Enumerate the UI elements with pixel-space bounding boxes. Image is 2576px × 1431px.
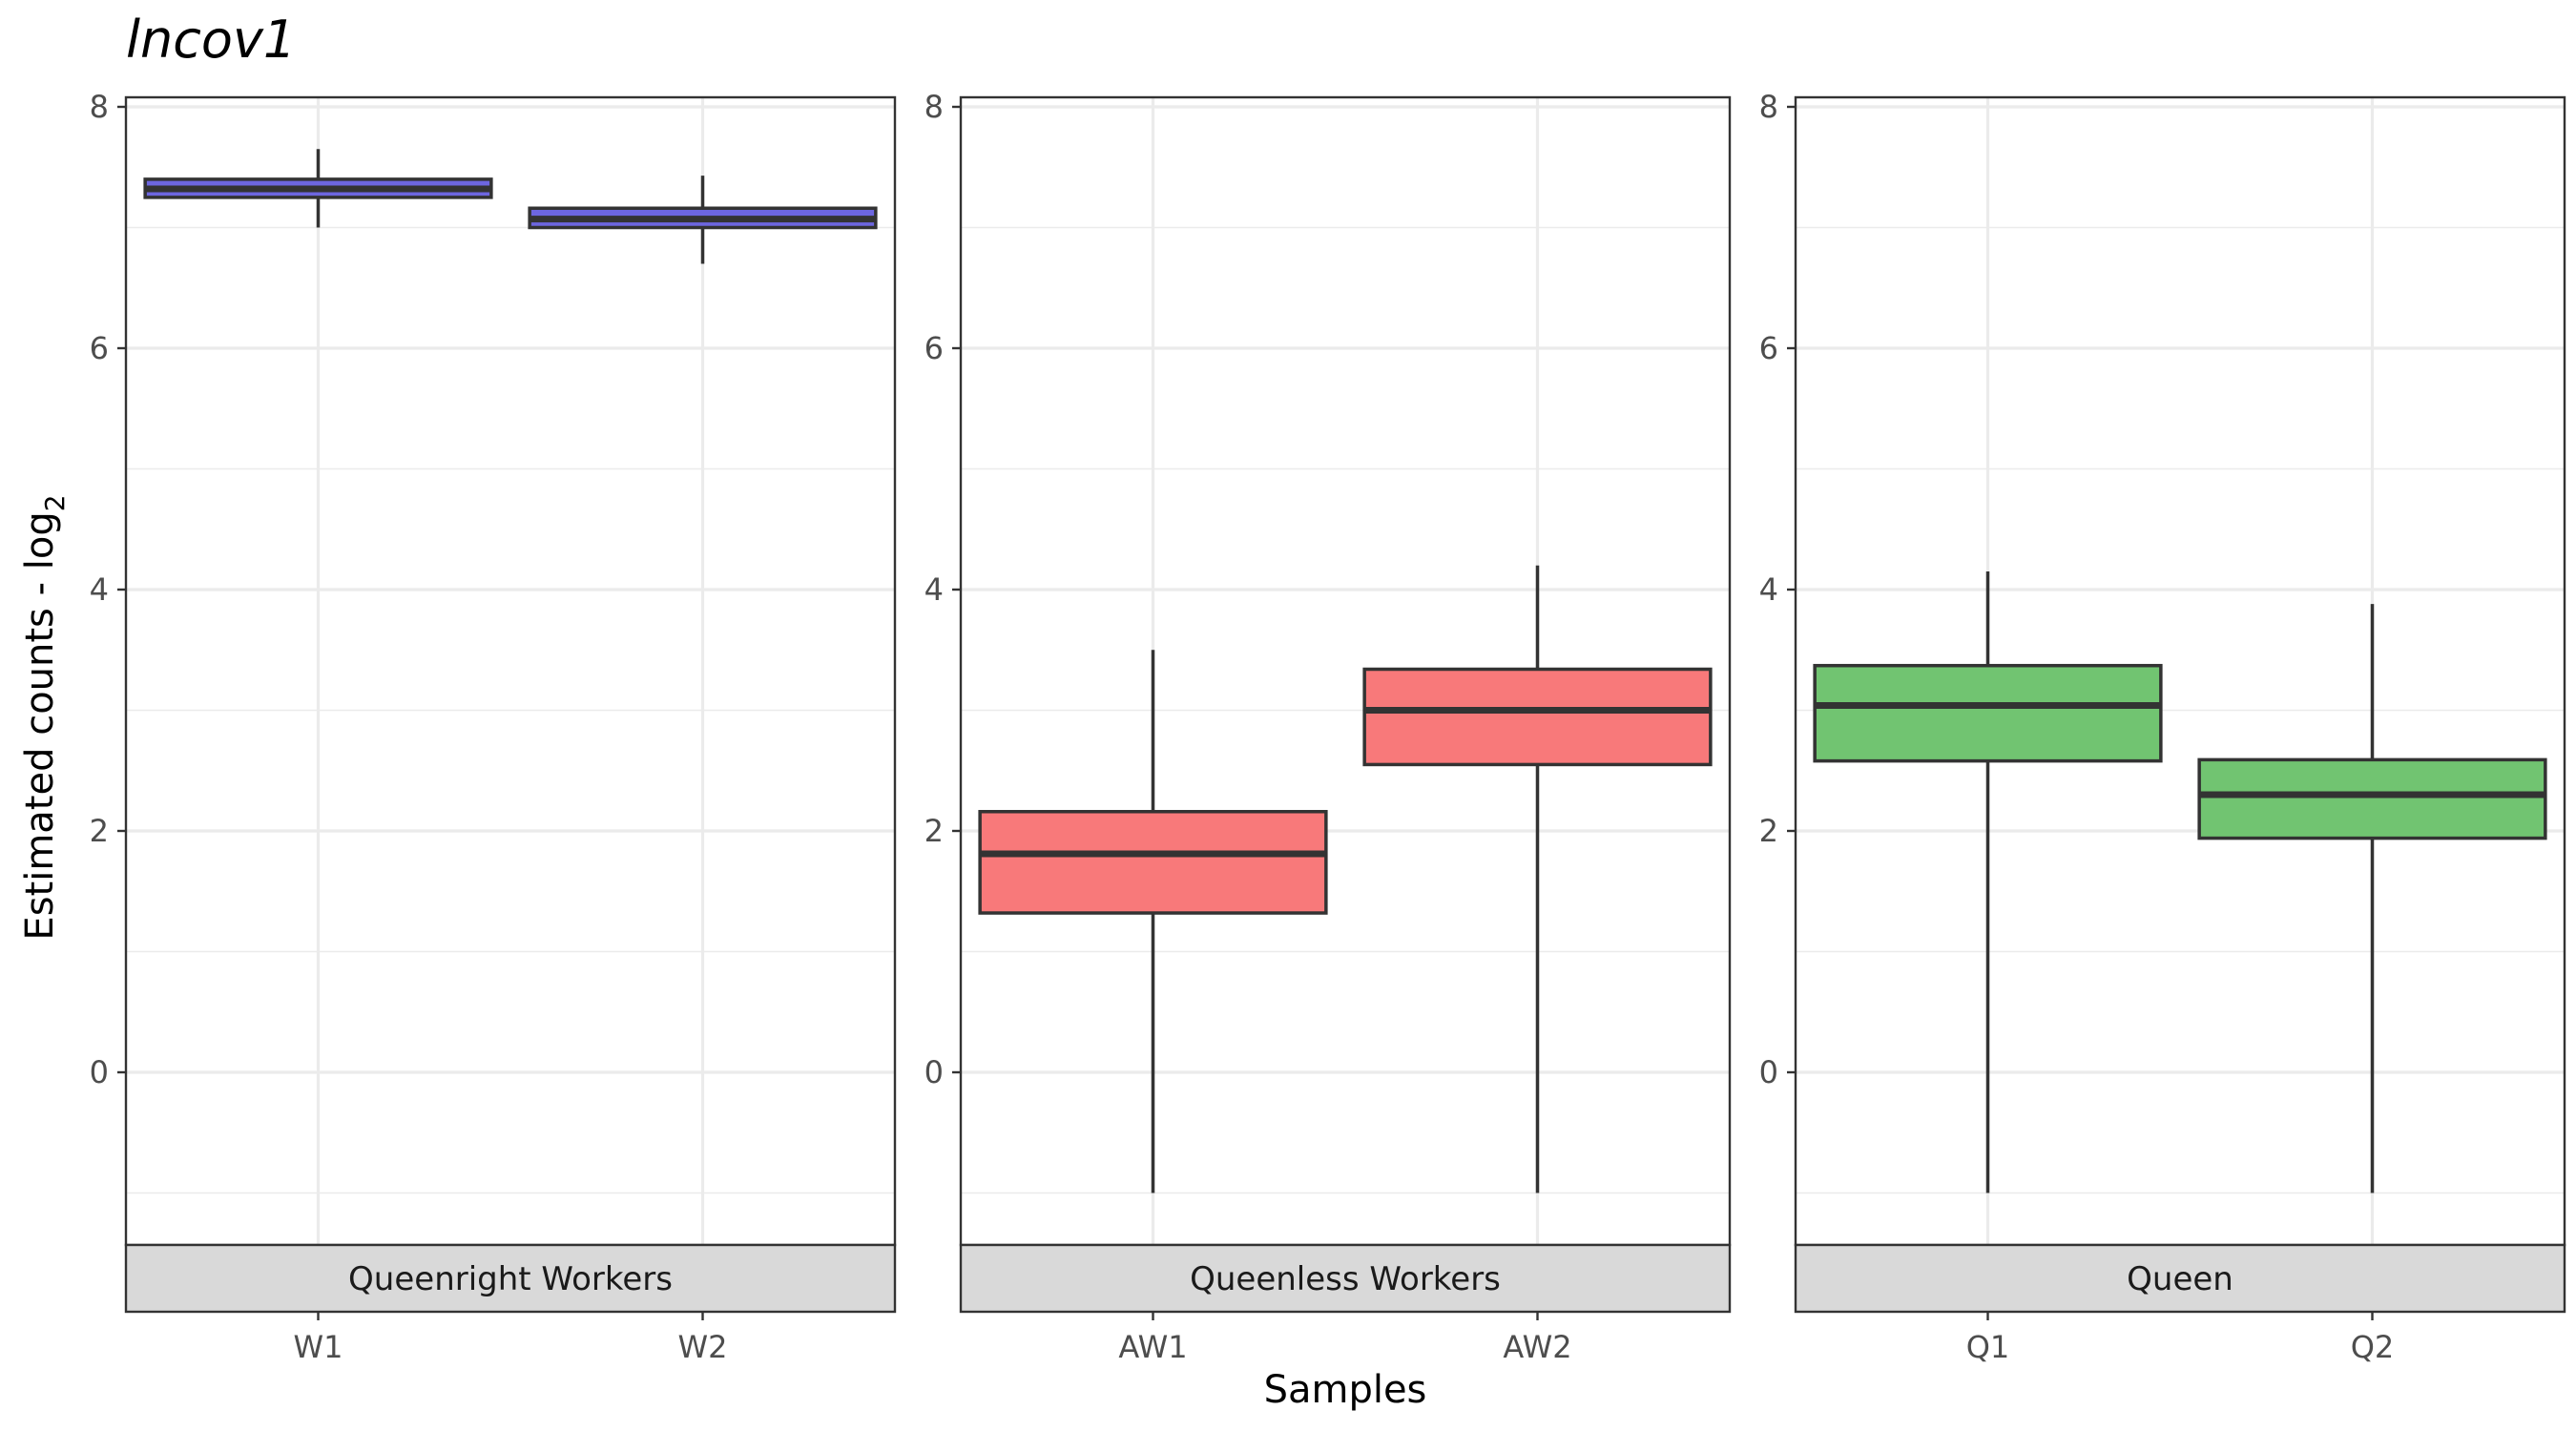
x-axis-label: Samples — [1264, 1368, 1427, 1412]
box-W2 — [528, 176, 878, 264]
y-tick-label: 0 — [924, 1054, 944, 1090]
box-body — [2197, 757, 2547, 840]
box-W1 — [143, 149, 493, 228]
y-tick-label: 6 — [90, 330, 109, 366]
box-Q2 — [2197, 604, 2547, 1193]
box-Q1 — [1813, 571, 2163, 1193]
y-tick-label: 6 — [924, 330, 944, 366]
y-tick-label: 4 — [1759, 571, 1778, 608]
y-tick-label: 2 — [90, 813, 109, 849]
y-tick-label: 8 — [90, 89, 109, 125]
y-tick-label: 4 — [90, 571, 109, 608]
box-body — [978, 810, 1328, 915]
y-tick-label: 0 — [1759, 1054, 1778, 1090]
y-tick-label: 0 — [90, 1054, 109, 1090]
facet-strip-label: Queenless Workers — [1190, 1260, 1501, 1298]
y-tick-label: 6 — [1759, 330, 1778, 366]
x-tick-label: Q2 — [2351, 1329, 2395, 1365]
x-tick-label: W2 — [678, 1329, 728, 1365]
x-tick-label: AW2 — [1503, 1329, 1571, 1365]
facet-panel-2: 0 2 4 6 8 Queen Q1 Q2 — [1759, 89, 2566, 1365]
facet-strip-label: Queenright Workers — [348, 1260, 673, 1298]
y-axis-label-subscript: 2 — [39, 494, 71, 511]
facet-strip — [1794, 1243, 2566, 1314]
facet-strip — [959, 1243, 1732, 1314]
box-AW2 — [1362, 565, 1713, 1193]
box-AW1 — [978, 650, 1328, 1193]
y-tick-label: 8 — [1759, 89, 1778, 125]
y-axis-label: Estimated counts - log2 — [18, 494, 71, 940]
facet-strip-label: Queen — [2127, 1260, 2233, 1298]
x-tick-label: W1 — [294, 1329, 343, 1365]
box-body — [1362, 667, 1713, 767]
y-tick-label: 4 — [924, 571, 944, 608]
panel-background — [126, 97, 895, 1245]
x-tick-label: Q1 — [1966, 1329, 2010, 1365]
y-tick-label: 2 — [1759, 813, 1778, 849]
x-tick-label: AW1 — [1118, 1329, 1187, 1365]
box-body — [1813, 663, 2163, 763]
facet-strip — [124, 1243, 897, 1314]
y-tick-label: 8 — [924, 89, 944, 125]
y-tick-label: 2 — [924, 813, 944, 849]
chart-title: lncov1 — [126, 10, 296, 70]
